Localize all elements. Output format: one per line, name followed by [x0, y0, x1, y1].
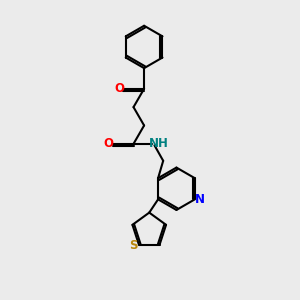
Text: O: O	[103, 137, 113, 150]
Text: NH: NH	[149, 137, 169, 150]
Text: O: O	[114, 82, 124, 95]
Text: S: S	[129, 239, 138, 252]
Text: N: N	[195, 193, 205, 206]
